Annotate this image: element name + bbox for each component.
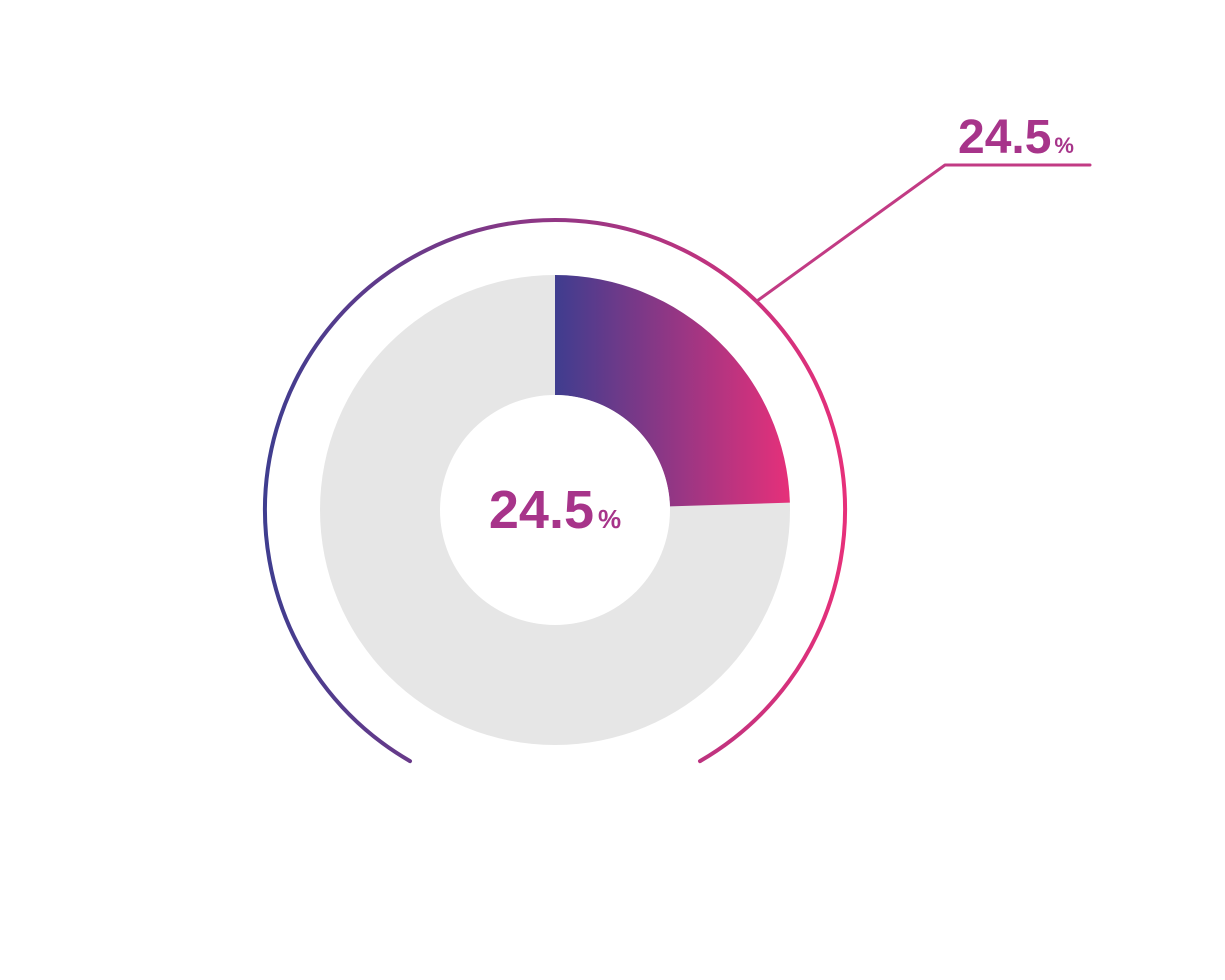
callout-percentage-suffix: % (1054, 133, 1074, 158)
center-percentage-value: 24.5 (489, 480, 594, 540)
center-percentage-suffix: % (598, 504, 621, 534)
callout-percentage-label: 24.5% (958, 110, 1074, 165)
callout-leader-line (756, 165, 1090, 301)
callout-percentage-value: 24.5 (958, 111, 1051, 164)
chart-canvas: 24.5% 24.5% (0, 0, 1225, 980)
center-percentage-label: 24.5% (489, 479, 621, 541)
